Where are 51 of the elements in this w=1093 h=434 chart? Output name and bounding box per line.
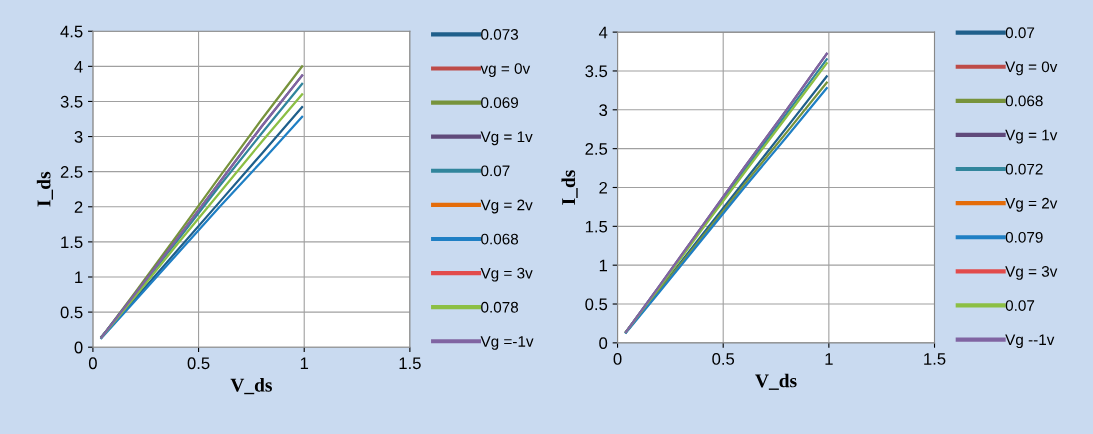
y-tick-label: 3 [74,130,83,143]
y-tick-label: 1.5 [61,236,83,249]
legend-label: 0.068 [481,233,519,245]
y-tick-label: 2.5 [60,166,83,178]
y-tick-label: 0 [599,337,608,350]
y-tick-label: 2.5 [585,143,608,155]
y-tick-label: 2 [599,181,607,194]
x-tick-label: 0 [88,357,97,370]
y-tick-label: 4 [598,26,608,39]
legend-label: 0.07 [1005,300,1035,311]
legend-label: 0.072 [1005,163,1043,175]
legend-label: Vg = 3v [480,267,533,282]
legend-label: 0.079 [1005,231,1043,243]
y-tick-label: 4 [74,60,83,73]
x-tick-label: 1 [300,357,309,369]
x-axis-title: V_ds [230,378,272,395]
y-tick-label: 0.5 [60,306,83,319]
y-tick-label: 2 [74,201,83,213]
y-tick-label: 1.5 [585,220,608,233]
x-tick-label: 0.5 [712,353,735,365]
legend-label: Vg = 2v [480,199,533,214]
legend-label: Vg = 2v [1005,197,1058,212]
y-tick-label: 0.5 [585,298,608,311]
y-axis-title: I_ds [36,171,54,207]
y-tick-label: 1 [75,271,83,284]
legend-label: 0.073 [481,29,519,40]
legend-label: Vg =-1v [480,336,534,350]
legend-label: 0.068 [1005,95,1043,107]
x-tick-label: 1.5 [399,357,421,370]
legend-label: Vg --1v [1005,334,1055,349]
x-tick-label: 1.5 [924,353,946,365]
x-axis-title: V_ds [755,373,797,390]
legend-label: Vg = 1v [480,131,533,146]
y-tick-label: 3 [599,104,608,117]
legend-label: Vg = 0v [1005,61,1058,76]
y-tick-label: 3.5 [60,95,83,108]
x-tick-label: 0.5 [187,357,210,370]
legend-label: 0.07 [481,165,510,177]
legend-label: 0.069 [481,97,518,109]
legend-label: Vg = 1v [1005,129,1058,144]
y-axis-title: I_ds [561,170,578,205]
legend-label: 0.07 [1005,27,1035,39]
y-tick-label: 0 [74,341,83,354]
x-tick-label: 1 [825,353,833,365]
legend-label: Vg = 3v [1005,266,1058,280]
y-tick-label: 1 [599,259,608,272]
y-tick-label: 3.5 [585,65,608,78]
y-tick-label: 4.5 [60,25,83,38]
x-tick-label: 0 [613,353,622,365]
legend-label: 0.078 [481,301,519,313]
legend-label: vg = 0v [480,63,531,77]
